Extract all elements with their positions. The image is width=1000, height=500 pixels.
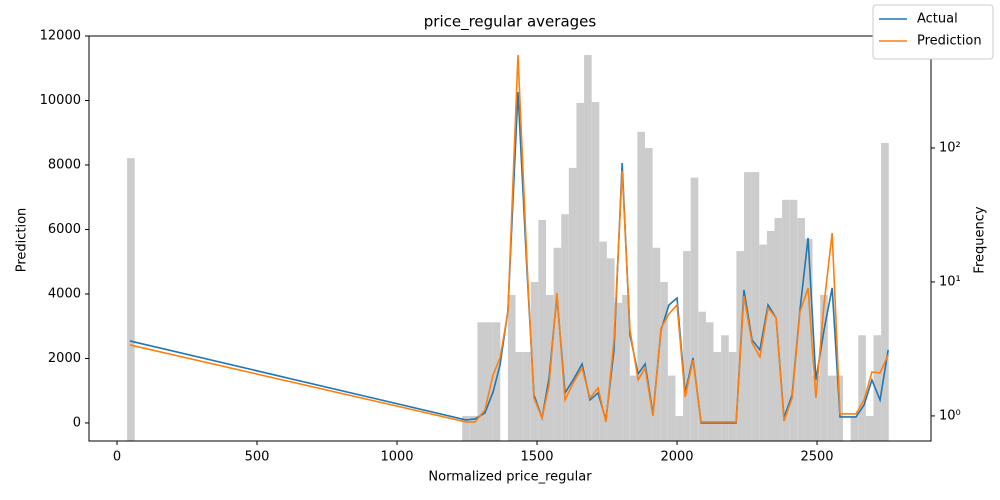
y2-tick-label: 10² [939,140,961,155]
histogram-bar [530,281,539,441]
y-tick-label: 0 [73,415,81,430]
histogram-bar [477,322,486,441]
histogram-bar [622,294,630,441]
histogram-bar [683,251,691,441]
x-tick-label: 1000 [380,450,413,465]
histogram-bar [561,214,569,441]
histogram-bar [881,142,889,441]
x-tick-label: 500 [245,450,270,465]
histogram-bar [485,322,493,441]
histogram-bar [865,415,874,441]
histogram-bar [858,335,866,441]
y-tick-label: 8000 [48,157,81,172]
histogram-bar [127,158,135,441]
y2-tick-label: 10¹ [939,274,961,289]
histogram-bar [629,375,638,441]
histogram-bar [744,172,752,441]
histogram-bar [606,258,615,441]
histogram-bar [705,322,714,441]
histogram-bar [690,177,699,442]
y-tick-label: 2000 [48,351,81,366]
x-tick-label: 0 [113,450,121,465]
histogram-bar [675,415,684,441]
histogram-bar [576,102,585,442]
histogram-bar [812,375,821,441]
histogram-bar [523,352,531,441]
histogram-bar [538,219,546,441]
histogram-bar [667,375,676,441]
x-tick-label: 2500 [800,450,833,465]
histogram-bar [873,335,882,441]
y-tick-label: 6000 [48,222,81,237]
y-axis-label: Prediction [15,208,30,273]
histogram-bar [507,294,516,441]
histogram-bar [599,241,607,441]
histogram-bar [469,415,478,441]
histogram-bar [652,247,661,441]
histogram-bar [584,55,592,441]
histogram-bar [774,218,783,441]
histogram-bar [644,147,653,441]
histogram-bar [766,231,775,441]
histogram-bar [637,131,645,441]
histogram-bar [614,302,623,441]
histogram-bar [751,172,760,441]
histogram-bar [820,294,828,441]
histogram-bar [782,199,790,441]
y-tick-label: 12000 [40,29,81,44]
histogram-bar [827,375,836,441]
x-tick-label: 2000 [660,450,693,465]
histogram-bar [568,167,577,441]
x-tick-label: 1500 [520,450,553,465]
histogram-bar [850,415,859,441]
histogram-bar [721,335,729,441]
histogram-bar [591,102,600,441]
histogram-bar [789,199,798,441]
plot-frame [88,35,932,442]
histogram-bar [804,238,813,441]
x-axis-label: Normalized price_regular [428,470,592,485]
legend: Actual Prediction [872,4,994,60]
chart-title: price_regular averages [424,13,597,32]
histogram-bar [728,352,737,441]
histogram-bar [462,415,470,441]
legend-label: Prediction [917,34,982,49]
series-line [129,54,889,423]
histogram-bar [713,352,722,441]
y2-axis-label: Frequency [973,206,988,273]
histogram-bar [698,311,706,441]
histogram-bar [660,281,668,441]
histogram-bar [797,218,805,441]
histogram-bar [515,352,524,441]
y2-tick-label: 10⁰ [939,408,961,423]
legend-label: Actual [917,12,958,27]
y-tick-label: 10000 [40,93,81,108]
y-tick-label: 4000 [48,286,81,301]
histogram-bar [553,247,562,441]
